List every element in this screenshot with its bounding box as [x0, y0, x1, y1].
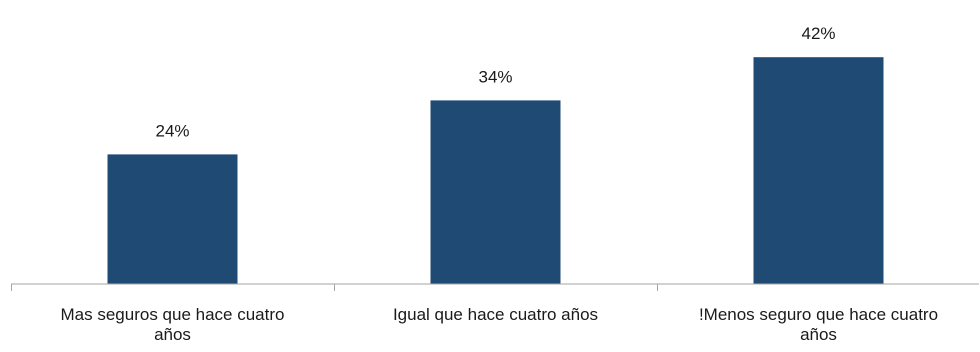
bar-2: [430, 100, 561, 285]
data-label-2: 34%: [478, 67, 512, 86]
bar-3: [753, 57, 884, 285]
data-labels: 24% 34% 42%: [155, 24, 835, 140]
data-label-3: 42%: [801, 24, 835, 43]
bars-layer: [107, 57, 884, 285]
category-label-3: !Menos seguro que hace cuatro años: [699, 305, 938, 344]
category-label-1: Mas seguros que hace cuatro años: [61, 305, 285, 344]
bar-1: [107, 154, 238, 284]
category-labels: Mas seguros que hace cuatro años Igual que…: [61, 305, 939, 344]
x-axis: [11, 283, 979, 291]
data-label-1: 24%: [155, 121, 189, 140]
category-label-2: Igual que hace cuatro años: [393, 305, 598, 324]
